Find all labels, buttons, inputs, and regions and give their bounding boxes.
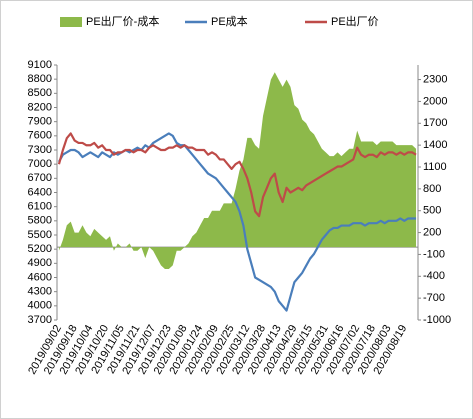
y2-tick-label: 1700: [423, 117, 447, 129]
y-tick-label: 7600: [28, 130, 52, 142]
y2-tick-label: 2300: [423, 73, 447, 85]
y-tick-label: 8500: [28, 87, 52, 99]
y-tick-label: 5200: [28, 243, 52, 255]
y2-tick-label: -700: [423, 292, 445, 304]
y-tick-label: 5500: [28, 229, 52, 241]
y-tick-label: 6700: [28, 172, 52, 184]
y-tick-label: 7300: [28, 144, 52, 156]
y2-tick-label: 1400: [423, 139, 447, 151]
y2-tick-label: 200: [423, 226, 441, 238]
legend-label: PE成本: [211, 14, 248, 28]
y2-tick-label: -100: [423, 248, 445, 260]
y-tick-label: 9100: [28, 59, 52, 71]
y2-tick-label: 800: [423, 183, 441, 195]
y2-tick-label: 2000: [423, 95, 447, 107]
y-tick-label: 8800: [28, 73, 52, 85]
legend-swatch: [60, 17, 82, 27]
legend-label: PE出厂价: [331, 14, 379, 28]
y-tick-label: 4600: [28, 271, 52, 283]
y-tick-label: 4000: [28, 300, 52, 312]
y-tick-label: 4300: [28, 286, 52, 298]
y-tick-label: 8200: [28, 101, 52, 113]
y2-tick-label: -1000: [423, 314, 451, 326]
y-tick-label: 7000: [28, 158, 52, 170]
y2-tick-label: -400: [423, 270, 445, 282]
area: [58, 72, 417, 270]
y-tick-label: 4900: [28, 257, 52, 269]
y-tick-label: 6400: [28, 186, 52, 198]
y-tick-label: 3700: [28, 314, 52, 326]
y2-tick-label: 1100: [423, 161, 447, 173]
line: [57, 132, 417, 312]
y-tick-label: 6100: [28, 201, 52, 213]
line: [57, 132, 417, 218]
legend-label: PE出厂价-成本: [86, 14, 159, 28]
y-tick-label: 7900: [28, 116, 52, 128]
y-tick-label: 5800: [28, 215, 52, 227]
y2-tick-label: 500: [423, 205, 441, 217]
